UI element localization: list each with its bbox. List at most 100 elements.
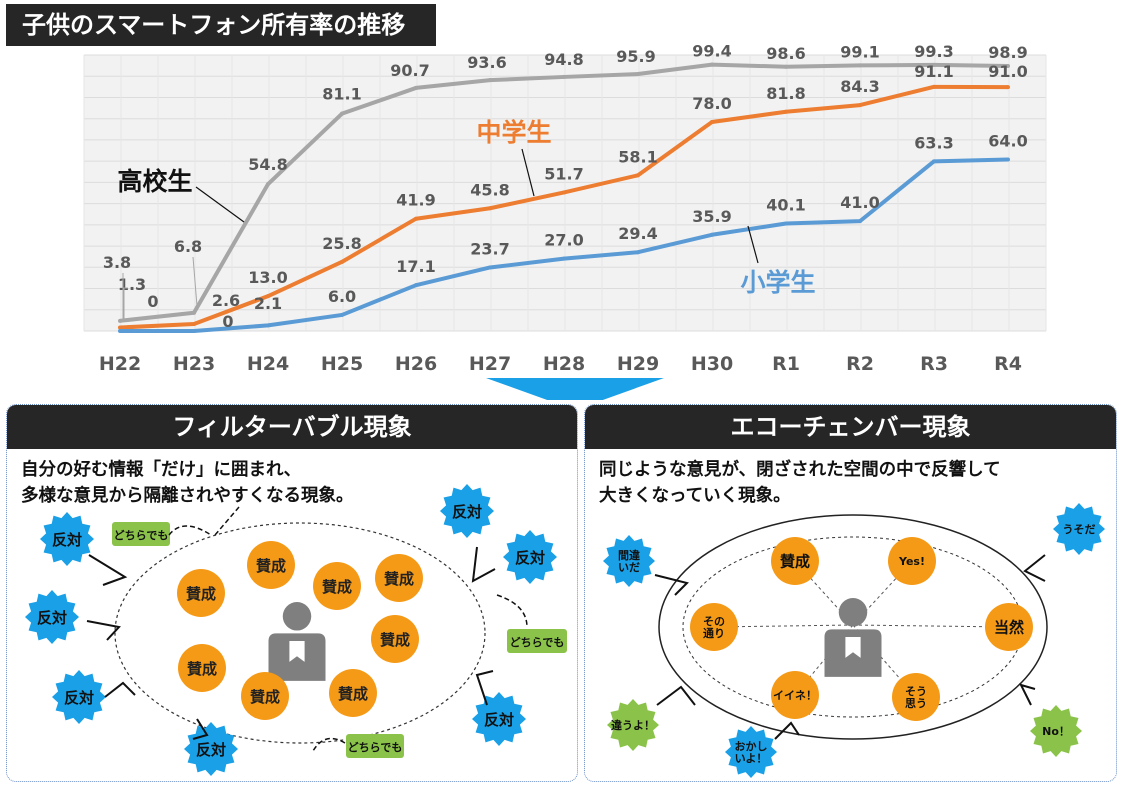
filter-bubble-panel: フィルターバブル現象 自分の好む情報「だけ」に囲まれ、 多様な意見から隔離されや…: [6, 404, 578, 782]
data-label: 3.8: [103, 253, 131, 272]
agree-label: 賛成: [380, 631, 410, 649]
data-point-1: [1006, 85, 1010, 90]
dashed-arrow: [496, 594, 528, 628]
data-label: 35.9: [692, 207, 731, 226]
bounce-arrow: [471, 546, 496, 583]
data-label: 2.1: [254, 294, 282, 313]
either-label: どちらでも: [114, 529, 169, 542]
data-label: 99.3: [914, 42, 953, 61]
x-tick-label: H24: [247, 353, 289, 375]
echo-chamber-desc-line2: 大きくなっていく現象。: [599, 486, 791, 506]
echo-chamber-description: 同じような意見が、閉ざされた空間の中で反響して 大きくなっていく現象。: [599, 457, 1001, 509]
opinion-bubble: [771, 537, 819, 585]
data-label: 94.8: [544, 50, 583, 69]
oppose-burst: [25, 590, 79, 644]
x-tick-label: H26: [395, 353, 437, 375]
opinion-bubble: [888, 537, 936, 585]
either-tag: [346, 734, 404, 758]
callout-line: [747, 225, 759, 264]
oppose-burst: [503, 530, 557, 584]
data-point-0: [858, 63, 862, 68]
bounce-arrow: [104, 681, 136, 698]
data-point-2: [414, 283, 418, 288]
data-label: 63.3: [914, 133, 953, 152]
data-point-2: [858, 219, 862, 224]
oppose-label: 反対: [37, 609, 67, 627]
data-point-0: [118, 318, 122, 323]
bounce-arrow: [774, 721, 800, 740]
data-label: 29.4: [618, 224, 657, 243]
agree-bubble: [241, 672, 289, 720]
agree-label: 賛成: [250, 688, 280, 706]
data-point-2: [488, 265, 492, 270]
data-point-2: [710, 232, 714, 237]
filter-bubble-description: 自分の好む情報「だけ」に囲まれ、 多様な意見から隔離されやすくなる現象。: [21, 457, 354, 509]
data-label: 91.0: [988, 62, 1027, 81]
data-point-1: [562, 190, 566, 195]
data-point-0: [932, 62, 936, 67]
dissent-label: うそだ: [1063, 523, 1096, 536]
data-label: 51.7: [544, 164, 583, 183]
agree-bubble: [313, 562, 361, 610]
agree-bubble: [375, 554, 423, 602]
x-tick-label: R2: [846, 353, 874, 375]
dissent-label: 違うよ！: [611, 718, 655, 732]
data-point-1: [488, 206, 492, 211]
data-label: 6.8: [174, 237, 202, 256]
filter-bubble-desc-line1: 自分の好む情報「だけ」に囲まれ、: [21, 460, 302, 480]
either-tag: [112, 522, 170, 546]
dissent-burst: [725, 726, 777, 778]
agree-label: 賛成: [187, 660, 217, 678]
data-point-0: [488, 78, 492, 83]
opinion-bubble: [771, 671, 819, 719]
connection-line: [852, 624, 1010, 628]
x-tick-label: H23: [173, 353, 215, 375]
bounce-arrow: [86, 620, 121, 641]
data-point-2: [1006, 157, 1010, 162]
agree-label: 賛成: [384, 570, 414, 588]
oppose-label: 反対: [484, 711, 514, 729]
oppose-label: 反対: [452, 503, 482, 521]
dissent-label: 間違いだ: [618, 548, 640, 574]
x-tick-label: R4: [994, 353, 1022, 375]
dissent-burst: [607, 699, 659, 751]
oppose-burst: [40, 512, 94, 566]
x-tick-label: H25: [321, 353, 363, 375]
data-point-0: [340, 111, 344, 116]
data-label: 45.8: [470, 180, 509, 199]
person-body-icon: [824, 629, 882, 677]
x-tick-label: R3: [920, 353, 948, 375]
data-label: 1.3: [118, 275, 146, 294]
data-point-2: [932, 159, 936, 164]
data-point-0: [562, 74, 566, 79]
data-point-1: [118, 325, 122, 330]
data-label: 64.0: [988, 131, 1027, 150]
data-point-0: [192, 310, 196, 315]
oppose-label: 反対: [64, 689, 94, 707]
data-label: 95.9: [616, 47, 655, 66]
data-label: 27.0: [544, 231, 583, 250]
agree-bubble: [247, 541, 295, 589]
data-label: 84.3: [840, 77, 879, 96]
opinion-label: 当然: [994, 618, 1024, 636]
dashed-arrow: [214, 506, 240, 536]
data-point-2: [636, 250, 640, 255]
down-arrow: [486, 378, 664, 400]
data-label: 98.6: [766, 44, 805, 63]
dashed-arrow: [168, 525, 212, 536]
opinion-bubble: [892, 673, 940, 721]
data-label: 0: [222, 312, 233, 331]
data-label: 81.1: [322, 85, 361, 104]
data-point-2: [118, 329, 122, 333]
agree-label: 賛成: [322, 578, 352, 596]
data-label: 13.0: [248, 268, 287, 287]
oppose-label: 反対: [515, 549, 545, 567]
x-tick-label: H27: [469, 353, 511, 375]
data-label: 41.0: [840, 193, 879, 212]
bounce-arrow: [656, 685, 696, 706]
data-label: 2.6: [212, 291, 240, 310]
data-point-0: [266, 182, 270, 187]
data-point-1: [932, 84, 936, 89]
oppose-label: 反対: [52, 531, 82, 549]
